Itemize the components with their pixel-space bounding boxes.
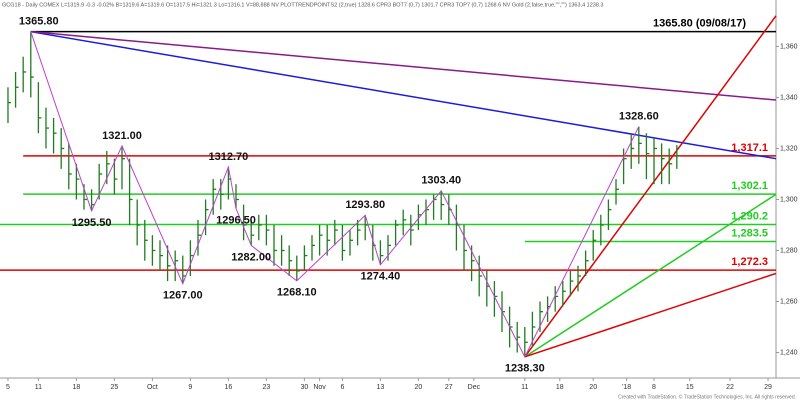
swing-label: 1293.80 xyxy=(345,199,385,211)
level-label: 1,290.2 xyxy=(731,210,768,222)
x-tick-label: 18 xyxy=(556,384,564,391)
x-tick-label: 9 xyxy=(188,384,192,391)
swing-label: 1321.00 xyxy=(102,130,142,142)
swing-line xyxy=(30,31,640,358)
trend-line xyxy=(524,15,777,358)
x-tick-label: 15 xyxy=(686,384,694,391)
y-tick-label: 1,320 xyxy=(780,145,798,152)
swing-label: 1295.50 xyxy=(72,217,112,229)
x-tick-label: 29 xyxy=(764,384,772,391)
y-tick-label: 1,260 xyxy=(780,298,798,305)
x-tick-label: Oct xyxy=(147,384,158,391)
x-tick-label: 13 xyxy=(377,384,385,391)
x-tick-label: 8 xyxy=(652,384,656,391)
x-tick-label: Nov xyxy=(313,384,326,391)
x-tick-label: Dec xyxy=(468,384,481,391)
x-tick-label: 11 xyxy=(521,384,528,391)
chart-header: GCG18 - Daily COMEX L=1319.9 -0.3 -0.02%… xyxy=(2,2,604,8)
y-tick-label: 1,300 xyxy=(780,196,798,203)
y-tick-label: 1,280 xyxy=(780,247,798,254)
level-label: 1,283.5 xyxy=(731,227,768,239)
x-tick-label: 16 xyxy=(224,384,232,391)
y-tick-label: 1,360 xyxy=(780,43,798,50)
swing-label: 1312.70 xyxy=(209,151,249,163)
chart-footer: Created with TradeStation. © TradeStatio… xyxy=(618,393,796,400)
swing-label: 1238.30 xyxy=(505,363,545,375)
swing-label: 1274.40 xyxy=(361,271,401,283)
swing-label: 1268.10 xyxy=(277,287,317,299)
x-tick-label: 30 xyxy=(300,384,308,391)
x-tick-label: 27 xyxy=(445,384,453,391)
swing-label: 1296.50 xyxy=(216,214,256,226)
x-tick-label: 22 xyxy=(726,384,734,391)
x-tick-label: 11 xyxy=(35,384,42,391)
x-tick-label: 6 xyxy=(340,384,344,391)
level-label: 1365.80 (09/08/17) xyxy=(653,18,746,30)
level-label: 1,272.3 xyxy=(731,256,768,268)
swing-label: 1303.40 xyxy=(421,175,461,187)
x-tick-label: 20 xyxy=(589,384,597,391)
trend-line xyxy=(524,193,777,358)
trend-line xyxy=(30,30,777,160)
level-label: 1,302.1 xyxy=(731,180,768,192)
x-tick-label: 5 xyxy=(6,384,10,391)
x-tick-label: 23 xyxy=(262,384,270,391)
x-tick-label: 18 xyxy=(72,384,80,391)
swing-label: 1365.80 xyxy=(19,16,59,28)
swing-label: 1328.60 xyxy=(619,110,659,122)
swing-label: 1267.00 xyxy=(163,290,203,302)
y-tick-label: 1,240 xyxy=(780,349,798,356)
x-tick-label: 25 xyxy=(110,384,118,391)
level-label: 1,317.1 xyxy=(731,142,768,154)
trend-line xyxy=(524,272,777,358)
x-tick-label: 20 xyxy=(415,384,423,391)
trend-line xyxy=(30,30,777,101)
y-tick-label: 1,340 xyxy=(780,94,798,101)
x-tick-label: '18 xyxy=(622,384,631,391)
swing-label: 1282.00 xyxy=(231,251,271,263)
